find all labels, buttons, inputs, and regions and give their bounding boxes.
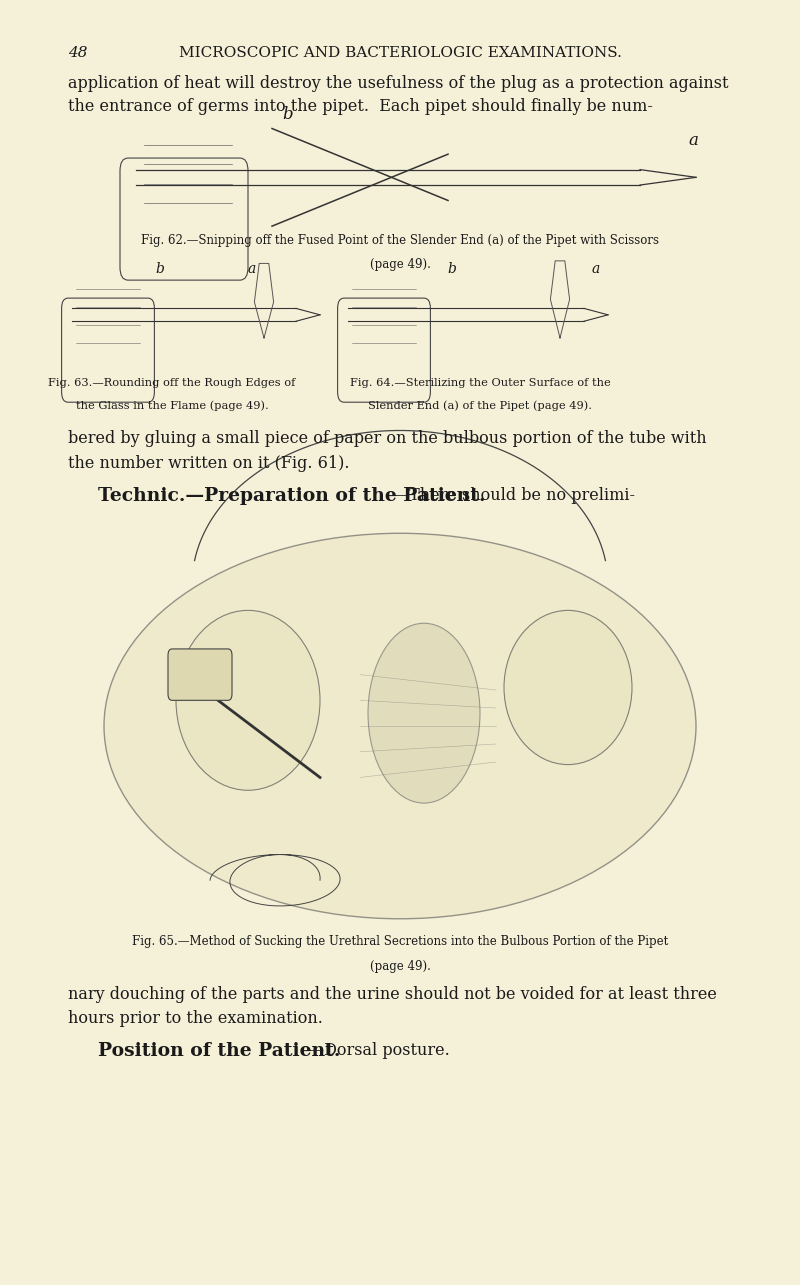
Ellipse shape [176, 610, 320, 790]
Text: (page 49).: (page 49). [370, 960, 430, 973]
Text: MICROSCOPIC AND BACTERIOLOGIC EXAMINATIONS.: MICROSCOPIC AND BACTERIOLOGIC EXAMINATIO… [178, 46, 622, 60]
Text: Position of the Patient.: Position of the Patient. [98, 1042, 341, 1060]
Text: Fig. 63.—Rounding off the Rough Edges of: Fig. 63.—Rounding off the Rough Edges of [48, 378, 296, 388]
Circle shape [368, 623, 480, 803]
Text: Technic.—Preparation of the Patient.: Technic.—Preparation of the Patient. [98, 487, 486, 505]
Text: hours prior to the examination.: hours prior to the examination. [68, 1010, 323, 1027]
FancyBboxPatch shape [120, 158, 248, 280]
Text: the entrance of germs into the pipet.  Each pipet should finally be num-: the entrance of germs into the pipet. Ea… [68, 98, 653, 114]
Ellipse shape [504, 610, 632, 765]
Text: 48: 48 [68, 46, 87, 60]
Text: —There should be no prelimi-: —There should be no prelimi- [393, 487, 635, 504]
Text: a: a [688, 132, 698, 149]
Text: (page 49).: (page 49). [370, 258, 430, 271]
Ellipse shape [104, 533, 696, 919]
Text: the number written on it (Fig. 61).: the number written on it (Fig. 61). [68, 455, 350, 472]
Text: Slender End (a) of the Pipet (page 49).: Slender End (a) of the Pipet (page 49). [368, 401, 592, 411]
FancyBboxPatch shape [338, 298, 430, 402]
Text: Fig. 64.—Sterilizing the Outer Surface of the: Fig. 64.—Sterilizing the Outer Surface o… [350, 378, 610, 388]
Text: bered by gluing a small piece of paper on the bulbous portion of the tube with: bered by gluing a small piece of paper o… [68, 430, 706, 447]
Text: Fig. 65.—Method of Sucking the Urethral Secretions into the Bulbous Portion of t: Fig. 65.—Method of Sucking the Urethral … [132, 935, 668, 948]
Text: nary douching of the parts and the urine should not be voided for at least three: nary douching of the parts and the urine… [68, 986, 717, 1002]
FancyBboxPatch shape [62, 298, 154, 402]
Text: a: a [592, 262, 600, 276]
Text: b: b [447, 262, 457, 276]
Text: b: b [282, 107, 294, 123]
Text: application of heat will destroy the usefulness of the plug as a protection agai: application of heat will destroy the use… [68, 75, 729, 91]
FancyBboxPatch shape [168, 649, 232, 700]
Text: b: b [155, 262, 165, 276]
Text: the Glass in the Flame (page 49).: the Glass in the Flame (page 49). [76, 401, 268, 411]
Text: Fig. 62.—Snipping off the Fused Point of the Slender End (a) of the Pipet with S: Fig. 62.—Snipping off the Fused Point of… [141, 234, 659, 247]
Text: a: a [248, 262, 256, 276]
Text: —Dorsal posture.: —Dorsal posture. [308, 1042, 450, 1059]
